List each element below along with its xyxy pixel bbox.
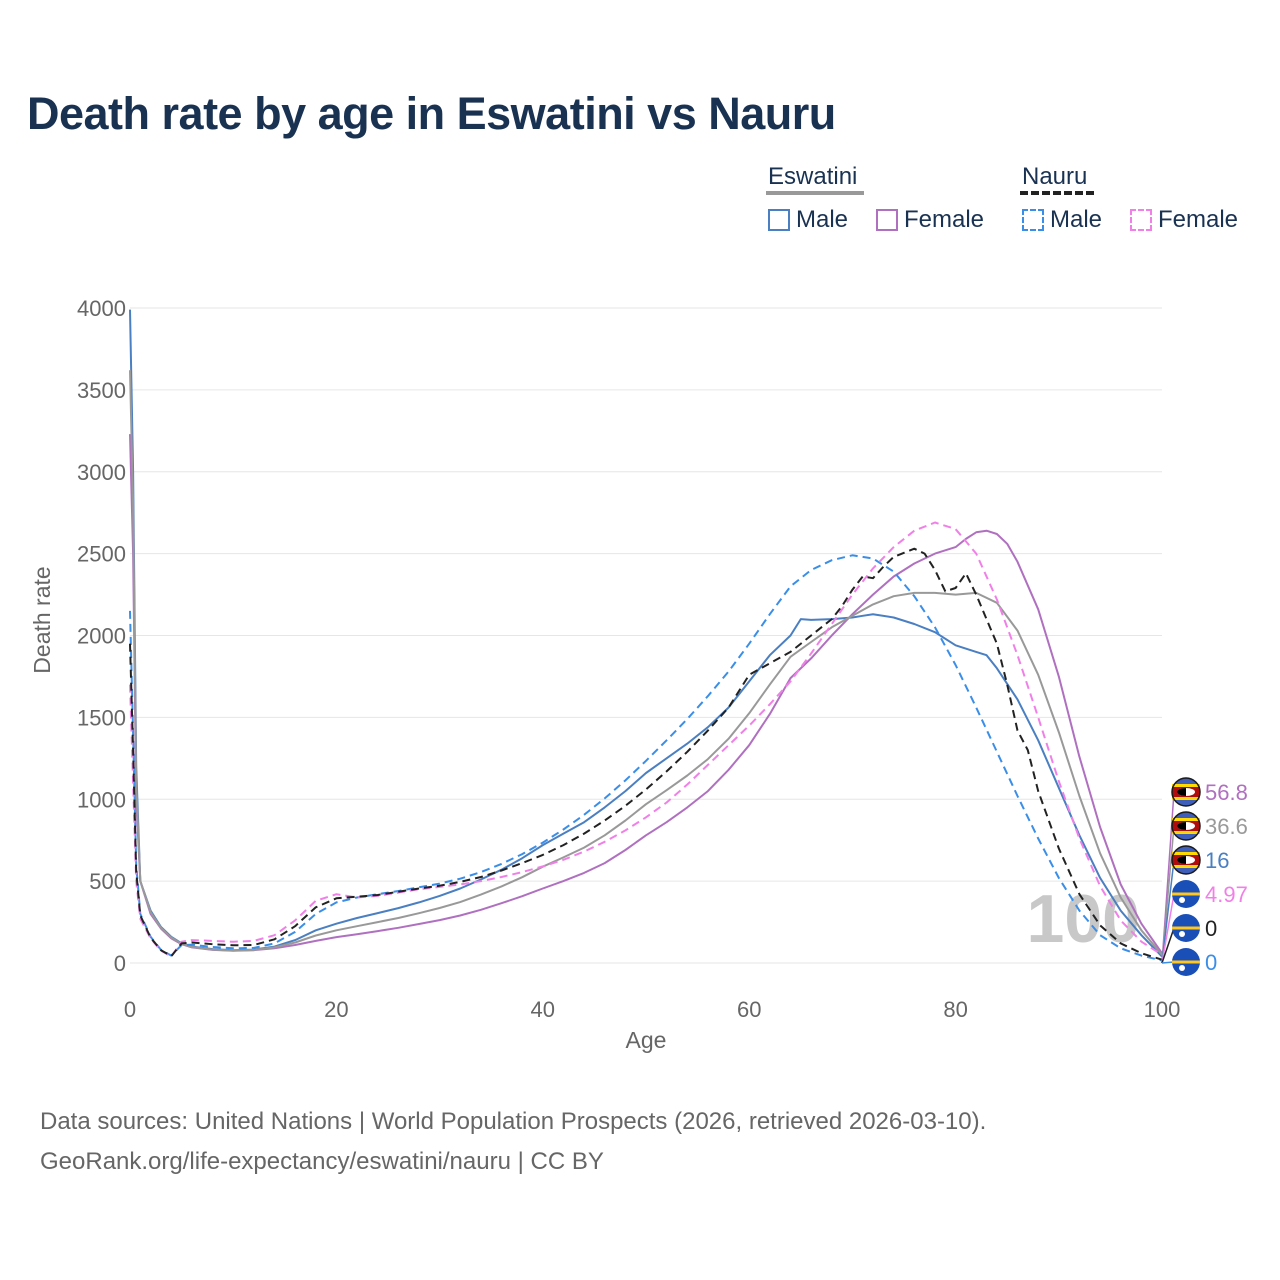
series-line-eswatini-female [129, 434, 1163, 954]
x-tick-label: 0 [124, 997, 136, 1022]
footer-credit: GeoRank.org/life-expectancy/eswatini/nau… [40, 1148, 604, 1175]
series-line-eswatini-total [129, 370, 1163, 956]
eswatini-flag-icon [1171, 845, 1201, 875]
end-label-value: 56.8 [1205, 780, 1248, 805]
end-label-value: 36.6 [1205, 814, 1248, 839]
legend-item-eswatini-male[interactable]: Male [768, 206, 848, 234]
y-tick-label: 3000 [77, 460, 126, 485]
y-tick-label: 0 [114, 951, 126, 976]
legend-group-nauru: Nauru [1022, 163, 1087, 191]
legend-item-nauru-female[interactable]: Female [1130, 206, 1238, 234]
y-tick-label: 500 [89, 869, 126, 894]
nauru-flag-icon [1172, 880, 1200, 908]
eswatini-flag-icon [1171, 777, 1201, 807]
series-line-nauru-female [129, 521, 1163, 958]
y-tick-label: 1500 [77, 705, 126, 730]
end-label-value: 0 [1205, 950, 1217, 975]
eswatini-flag-icon [1171, 811, 1201, 841]
end-label-1: 36.6 [1161, 811, 1248, 964]
y-tick-label: 3500 [77, 378, 126, 403]
end-label-value: 0 [1205, 916, 1217, 941]
end-label-4: 0 [1161, 914, 1217, 964]
end-label-0: 56.8 [1161, 777, 1248, 964]
footer-sources: Data sources: United Nations | World Pop… [40, 1108, 987, 1135]
end-labels: 56.8 36.6 16 4.97 0 0 [1161, 777, 1248, 976]
end-label-2: 16 [1161, 845, 1229, 964]
legend-item-eswatini-female[interactable]: Female [876, 206, 984, 234]
legend-group-eswatini: Eswatini [768, 163, 857, 191]
legend-swatch [876, 209, 898, 231]
end-label-value: 4.97 [1205, 882, 1248, 907]
x-tick-label: 60 [737, 997, 761, 1022]
series-lines [129, 309, 1163, 962]
legend-item-nauru-male[interactable]: Male [1022, 206, 1102, 234]
legend-group-eswatini-label: Eswatini [768, 163, 858, 190]
grid-lines [130, 307, 1162, 964]
legend-group-eswatini-line [766, 191, 864, 195]
legend-swatch [1130, 209, 1152, 231]
axes: 0 500 1000 1500 2000 2500 3000 3500 4000 0 20 40 60 8… [77, 296, 1180, 1022]
x-tick-label: 40 [531, 997, 555, 1022]
legend-group-nauru-label: Nauru [1022, 163, 1088, 190]
y-tick-label: 2500 [77, 542, 126, 567]
nauru-flag-icon [1172, 948, 1200, 976]
y-tick-label: 1000 [77, 787, 126, 812]
end-label-5: 0 [1161, 948, 1217, 976]
x-tick-label: 80 [943, 997, 967, 1022]
end-label-value: 16 [1205, 848, 1229, 873]
y-tick-label: 4000 [77, 296, 126, 321]
legend-item-label: Female [1158, 206, 1239, 233]
x-tick-label: 20 [324, 997, 348, 1022]
series-line-nauru-total [129, 547, 1163, 961]
legend-group-nauru-line [1020, 191, 1094, 195]
x-tick-label: 100 [1144, 997, 1181, 1022]
x-axis-label: Age [626, 1027, 667, 1053]
series-line-eswatini-male [129, 309, 1163, 958]
y-axis-label: Death rate [29, 566, 55, 673]
end-label-3: 4.97 [1161, 880, 1248, 964]
nauru-flag-icon [1172, 914, 1200, 942]
legend-swatch [1022, 209, 1044, 231]
y-tick-label: 2000 [77, 624, 126, 649]
chart-title: Death rate by age in Eswatini vs Nauru [27, 88, 836, 139]
legend-item-label: Male [796, 206, 849, 233]
legend-item-label: Female [904, 206, 985, 233]
legend-item-label: Male [1050, 206, 1103, 233]
legend-swatch [768, 209, 790, 231]
chart-watermark: 100 [1027, 881, 1140, 957]
series-line-nauru-male [129, 554, 1163, 962]
